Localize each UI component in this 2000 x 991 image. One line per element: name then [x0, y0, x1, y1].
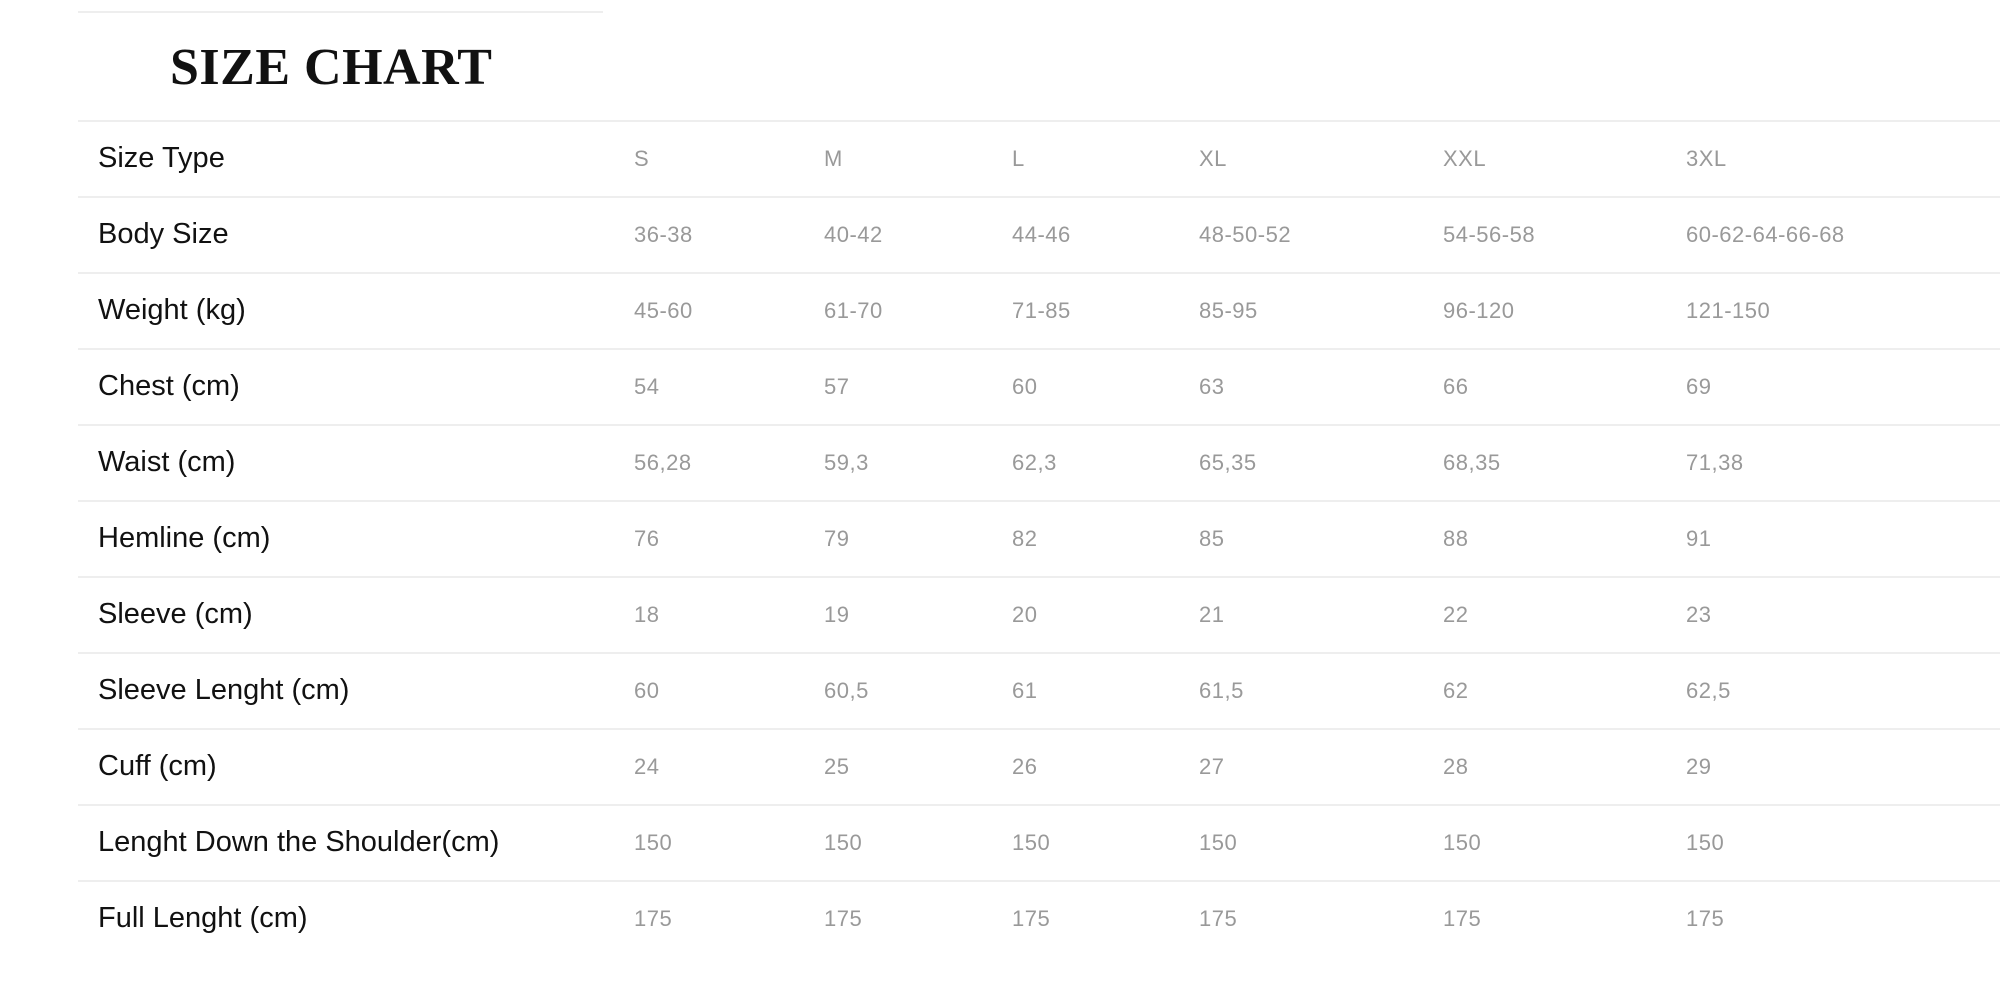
row-label: Size Type: [98, 142, 225, 174]
table-cell: 175: [1199, 906, 1238, 931]
table-cell: 175: [634, 906, 673, 931]
table-cell: 19: [824, 602, 850, 627]
table-cell: 85-95: [1199, 298, 1258, 323]
table-cell: 40-42: [824, 222, 883, 247]
table-cell: S: [634, 146, 650, 171]
table-cell: 96-120: [1443, 298, 1515, 323]
row-label: Body Size: [98, 218, 229, 250]
row-label: Chest (cm): [98, 370, 240, 402]
row-label: Full Lenght (cm): [98, 902, 308, 934]
table-cell: 62,5: [1686, 678, 1731, 703]
table-row: Body Size 36-38 40-42 44-46 48-50-52 54-56-58…: [78, 196, 2000, 272]
table-cell: 60: [634, 678, 660, 703]
table-cell: 44-46: [1012, 222, 1071, 247]
table-cell: 68,35: [1443, 450, 1501, 475]
table-cell: 175: [1443, 906, 1482, 931]
table-cell: 62: [1443, 678, 1469, 703]
table-cell: 150: [634, 830, 673, 855]
table-cell: 29: [1686, 754, 1712, 779]
row-label: Hemline (cm): [98, 522, 271, 554]
table-cell: 88: [1443, 526, 1469, 551]
table-cell: 62,3: [1012, 450, 1057, 475]
row-label: Weight (kg): [98, 294, 246, 326]
table-cell: 65,35: [1199, 450, 1257, 475]
table-cell: 26: [1012, 754, 1038, 779]
table-cell: 121-150: [1686, 298, 1771, 323]
table-cell: 61,5: [1199, 678, 1244, 703]
row-label: Cuff (cm): [98, 750, 217, 782]
table-cell: 175: [1686, 906, 1725, 931]
table-cell: 60-62-64-66-68: [1686, 222, 1845, 247]
row-label: Waist (cm): [98, 446, 236, 478]
table-cell: 23: [1686, 602, 1712, 627]
table-cell: 150: [1686, 830, 1725, 855]
table-cell: 61: [1012, 678, 1038, 703]
table-cell: 27: [1199, 754, 1225, 779]
table-cell: 150: [1012, 830, 1051, 855]
table-row: Weight (kg) 45-60 61-70 71-85 85-95 96-120 121…: [78, 272, 2000, 348]
table-header-row: Size Type S M L XL XXL 3XL: [78, 120, 2000, 196]
size-chart-table: Size Type S M L XL XXL 3XL Body Size 36-38 40-42 4…: [78, 120, 2000, 956]
table-cell: 60: [1012, 374, 1038, 399]
table-cell: 25: [824, 754, 850, 779]
table-cell: L: [1012, 146, 1025, 171]
table-cell: 28: [1443, 754, 1469, 779]
table-row: Hemline (cm) 76 79 82 85 88 91: [78, 500, 2000, 576]
table-cell: 21: [1199, 602, 1225, 627]
page-title: SIZE CHART: [170, 39, 493, 96]
table-cell: 82: [1012, 526, 1038, 551]
table-cell: 56,28: [634, 450, 692, 475]
table-row: Chest (cm) 54 57 60 63 66 69: [78, 348, 2000, 424]
table-cell: 150: [1199, 830, 1238, 855]
table-cell: 85: [1199, 526, 1225, 551]
table-cell: 22: [1443, 602, 1469, 627]
table-cell: 150: [1443, 830, 1482, 855]
table-row: Sleeve (cm) 18 19 20 21 22 23: [78, 576, 2000, 652]
table-cell: 54-56-58: [1443, 222, 1536, 247]
table-cell: 57: [824, 374, 850, 399]
table-cell: 71-85: [1012, 298, 1071, 323]
table-cell: 79: [824, 526, 850, 551]
table-cell: 71,38: [1686, 450, 1744, 475]
table-row: Lenght Down the Shoulder(cm) 150 150 150 150…: [78, 804, 2000, 880]
table-cell: 59,3: [824, 450, 869, 475]
row-label: Sleeve (cm): [98, 598, 253, 630]
table-row: Sleeve Lenght (cm) 60 60,5 61 61,5 62 62,5: [78, 652, 2000, 728]
table-cell: 54: [634, 374, 660, 399]
top-divider: [78, 11, 603, 13]
table-cell: XXL: [1443, 146, 1487, 171]
table-cell: 76: [634, 526, 660, 551]
table-cell: 48-50-52: [1199, 222, 1292, 247]
table-row: Waist (cm) 56,28 59,3 62,3 65,35 68,35 71,38: [78, 424, 2000, 500]
table-cell: 66: [1443, 374, 1469, 399]
table-cell: 3XL: [1686, 146, 1727, 171]
table-row: Full Lenght (cm) 175 175 175 175 175 175: [78, 880, 2000, 956]
table-cell: XL: [1199, 146, 1227, 171]
table-cell: 18: [634, 602, 660, 627]
table-cell: 45-60: [634, 298, 693, 323]
table-cell: 150: [824, 830, 863, 855]
table-cell: 24: [634, 754, 660, 779]
table-cell: 36-38: [634, 222, 693, 247]
table-cell: 91: [1686, 526, 1712, 551]
table-cell: 61-70: [824, 298, 883, 323]
table-row: Cuff (cm) 24 25 26 27 28 29: [78, 728, 2000, 804]
table-cell: 175: [1012, 906, 1051, 931]
table-cell: 60,5: [824, 678, 869, 703]
table-cell: 175: [824, 906, 863, 931]
row-label: Lenght Down the Shoulder(cm): [98, 826, 500, 858]
table-cell: 20: [1012, 602, 1038, 627]
row-label: Sleeve Lenght (cm): [98, 674, 350, 706]
table-cell: 63: [1199, 374, 1225, 399]
table-cell: M: [824, 146, 843, 171]
table-cell: 69: [1686, 374, 1712, 399]
